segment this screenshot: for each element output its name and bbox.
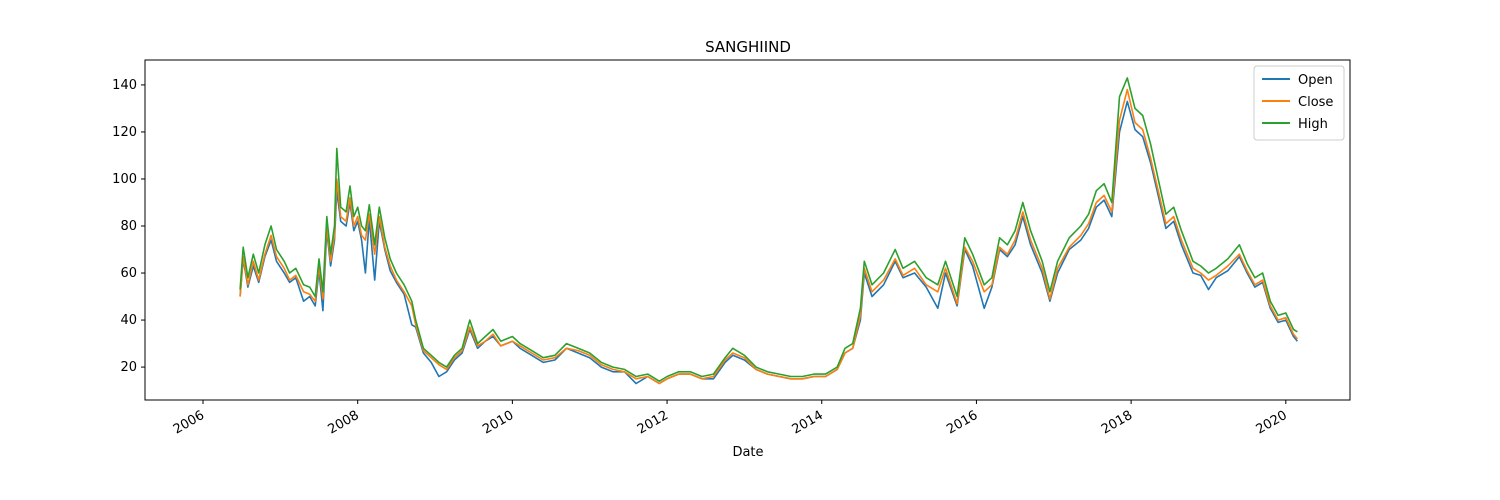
y-tick-label: 60: [120, 266, 137, 281]
x-tick-label: 2016: [944, 408, 980, 438]
y-tick-label: 40: [120, 313, 137, 328]
x-tick-label: 2006: [171, 408, 207, 438]
legend-box: [1253, 65, 1345, 141]
legend-label: High: [1298, 117, 1328, 132]
x-tick-label: 2008: [326, 408, 362, 438]
x-tick-label: 2020: [1254, 408, 1290, 438]
legend-label: Open: [1298, 73, 1333, 88]
y-tick-label: 120: [112, 125, 137, 140]
y-tick-label: 20: [120, 360, 137, 375]
x-tick-label: 2014: [790, 408, 826, 438]
y-tick-label: 80: [120, 219, 137, 234]
chart-title: SANGHIIND: [705, 38, 791, 56]
x-tick-label: 2018: [1099, 408, 1135, 438]
plot-frame: [144, 59, 1351, 401]
legend-label: Close: [1298, 95, 1333, 110]
x-tick-label: 2012: [635, 408, 671, 438]
series-line: [239, 88, 1299, 385]
x-axis-label: Date: [732, 445, 763, 460]
y-tick-label: 140: [112, 78, 137, 93]
series-line: [239, 100, 1299, 385]
y-tick-label: 100: [112, 172, 137, 187]
series-line: [239, 77, 1298, 382]
legend: Open Close High: [1253, 65, 1345, 141]
x-tick-label: 2010: [480, 408, 516, 438]
